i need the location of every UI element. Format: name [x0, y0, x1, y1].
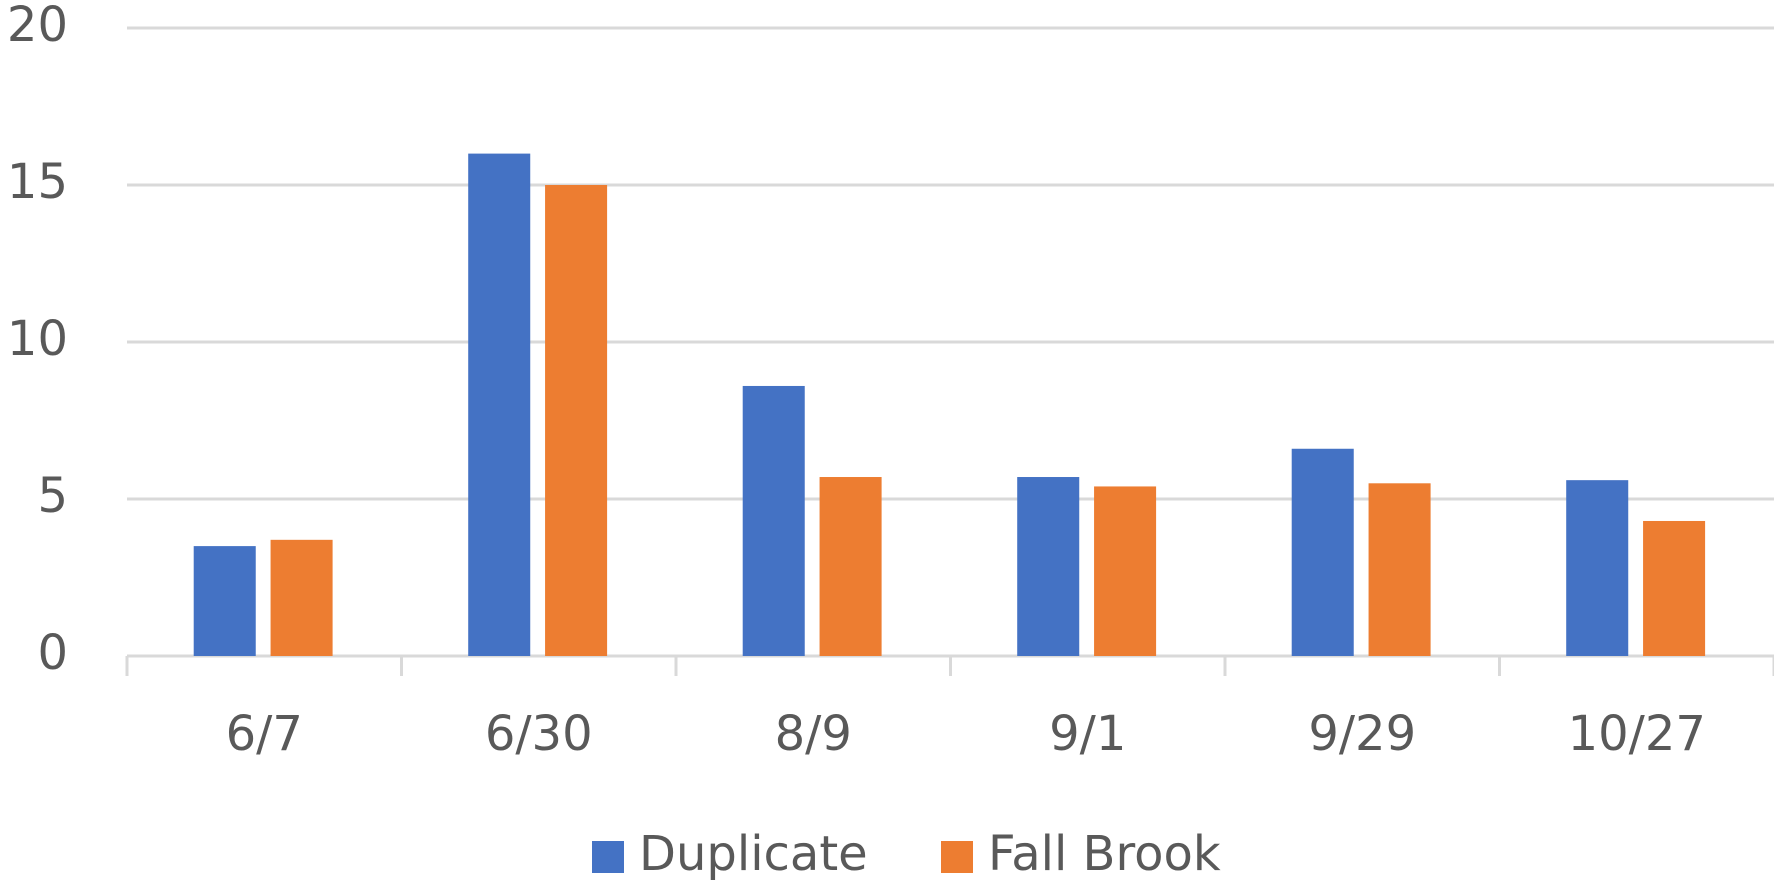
bar [193, 546, 256, 656]
bar [819, 477, 882, 656]
bar [1643, 520, 1706, 656]
bar [270, 539, 333, 656]
bar [545, 185, 608, 656]
y-tick-label: 10 [7, 311, 68, 367]
legend-swatch [592, 841, 624, 873]
x-tick-label: 9/29 [1308, 706, 1416, 762]
y-tick-label: 5 [37, 468, 68, 524]
bar [468, 153, 531, 656]
y-tick-label: 20 [7, 0, 68, 53]
bar [742, 385, 805, 656]
legend-label: Fall Brook [988, 826, 1221, 882]
x-tick-label: 10/27 [1568, 706, 1706, 762]
x-tick-label: 8/9 [775, 706, 852, 762]
bar [1017, 477, 1080, 656]
bar [1291, 448, 1354, 656]
bar [1094, 486, 1157, 656]
legend-label: Duplicate [639, 826, 868, 882]
bar [1566, 480, 1629, 656]
x-tick-label: 9/1 [1049, 706, 1126, 762]
x-tick-label: 6/30 [485, 706, 593, 762]
y-tick-label: 15 [7, 154, 68, 210]
y-tick-label: 0 [37, 625, 68, 681]
x-tick-label: 6/7 [226, 706, 303, 762]
legend-swatch [941, 841, 973, 873]
bar [1368, 483, 1431, 656]
